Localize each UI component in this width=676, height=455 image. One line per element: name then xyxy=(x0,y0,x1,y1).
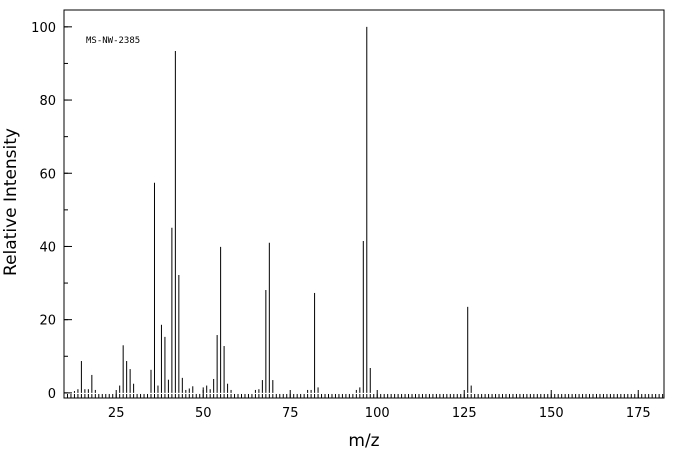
plot-frame xyxy=(63,9,665,399)
x-axis-label: m/z xyxy=(348,431,379,451)
x-tick-label: 75 xyxy=(282,406,299,421)
y-tick-label: 0 xyxy=(48,387,56,402)
annotation: MS-NW-2385 xyxy=(86,36,140,46)
y-tick-label: 60 xyxy=(39,167,56,182)
y-tick-label: 80 xyxy=(39,94,56,109)
y-tick-label: 100 xyxy=(31,21,56,36)
x-tick-label: 175 xyxy=(626,406,651,421)
x-tick-label: 50 xyxy=(195,406,212,421)
x-tick-label: 100 xyxy=(365,406,390,421)
x-tick-label: 25 xyxy=(108,406,125,421)
x-tick-label: 125 xyxy=(452,406,477,421)
y-tick-label: 20 xyxy=(39,314,56,329)
y-axis-label: Relative Intensity xyxy=(1,128,21,276)
y-tick-label: 40 xyxy=(39,240,56,255)
x-tick-label: 150 xyxy=(539,406,564,421)
